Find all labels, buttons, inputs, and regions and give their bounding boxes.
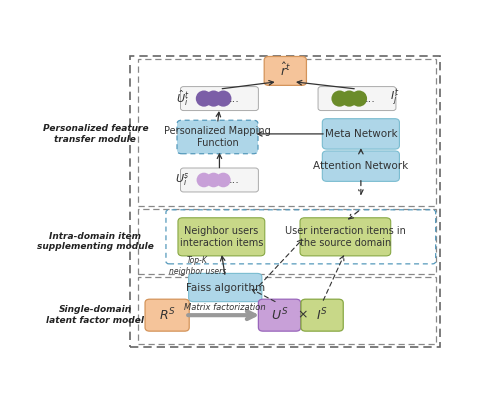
Text: Personalized feature
transfer module: Personalized feature transfer module	[42, 124, 148, 144]
Ellipse shape	[215, 91, 232, 107]
FancyBboxPatch shape	[322, 151, 400, 182]
Ellipse shape	[341, 91, 357, 107]
FancyBboxPatch shape	[177, 120, 258, 154]
Text: $U_i^s$: $U_i^s$	[175, 172, 190, 188]
Text: $U^S$: $U^S$	[271, 307, 288, 324]
Text: ...: ...	[364, 94, 375, 104]
Ellipse shape	[206, 91, 222, 107]
Text: Meta Network: Meta Network	[324, 129, 397, 139]
FancyBboxPatch shape	[180, 168, 258, 192]
FancyBboxPatch shape	[301, 299, 343, 331]
Text: Neighbor users
interaction items: Neighbor users interaction items	[180, 226, 263, 248]
Bar	[138, 277, 436, 344]
Text: Personalized Mapping
Function: Personalized Mapping Function	[164, 126, 271, 148]
FancyBboxPatch shape	[145, 299, 189, 331]
Ellipse shape	[196, 173, 212, 187]
Text: $\times$: $\times$	[296, 309, 308, 322]
FancyBboxPatch shape	[318, 87, 396, 111]
Ellipse shape	[196, 91, 212, 107]
Text: $R^S$: $R^S$	[158, 307, 176, 324]
FancyBboxPatch shape	[322, 119, 400, 149]
Text: User interaction items in
the source domain: User interaction items in the source dom…	[285, 226, 406, 248]
Text: Single-domain
latent factor model: Single-domain latent factor model	[46, 306, 144, 325]
Ellipse shape	[332, 91, 347, 107]
Text: Matrix factorization: Matrix factorization	[184, 303, 266, 312]
Text: ...: ...	[228, 94, 239, 104]
Ellipse shape	[206, 173, 221, 187]
Bar	[138, 59, 436, 206]
Text: Faiss algorithm: Faiss algorithm	[186, 282, 265, 292]
Ellipse shape	[351, 91, 367, 107]
Text: Intra-domain item
supplementing module: Intra-domain item supplementing module	[37, 232, 154, 251]
Text: $I_j^t$: $I_j^t$	[390, 88, 400, 109]
Text: $\hat{U}_i^t$: $\hat{U}_i^t$	[176, 89, 190, 108]
FancyBboxPatch shape	[178, 218, 265, 256]
Text: Attention Network: Attention Network	[313, 161, 408, 171]
Text: $I^S$: $I^S$	[316, 307, 328, 324]
FancyBboxPatch shape	[264, 57, 306, 85]
FancyBboxPatch shape	[258, 299, 300, 331]
Ellipse shape	[216, 173, 230, 187]
Text: $\hat{r}^t$: $\hat{r}^t$	[280, 62, 291, 79]
FancyBboxPatch shape	[300, 218, 390, 256]
Bar	[138, 209, 436, 274]
Text: ...: ...	[228, 175, 239, 185]
FancyBboxPatch shape	[188, 273, 262, 302]
Bar	[130, 55, 440, 348]
FancyBboxPatch shape	[180, 87, 258, 111]
Text: Top-K
neighbor users: Top-K neighbor users	[168, 256, 226, 276]
